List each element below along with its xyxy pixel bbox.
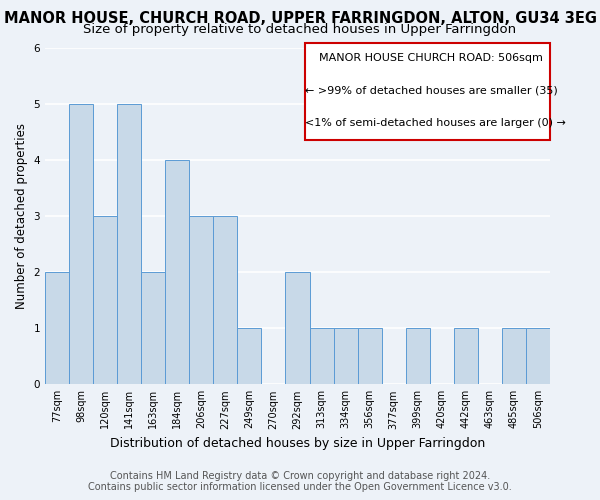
- Text: ← >99% of detached houses are smaller (35): ← >99% of detached houses are smaller (3…: [305, 86, 557, 96]
- Bar: [165, 160, 190, 384]
- Text: MANOR HOUSE, CHURCH ROAD, UPPER FARRINGDON, ALTON, GU34 3EG: MANOR HOUSE, CHURCH ROAD, UPPER FARRINGD…: [4, 11, 596, 26]
- Bar: [141, 272, 165, 384]
- Bar: [526, 328, 550, 384]
- Bar: [305, 43, 550, 140]
- Bar: [238, 328, 262, 384]
- Bar: [214, 216, 238, 384]
- Bar: [334, 328, 358, 384]
- Bar: [93, 216, 117, 384]
- Bar: [406, 328, 430, 384]
- Bar: [286, 272, 310, 384]
- Bar: [454, 328, 478, 384]
- Text: MANOR HOUSE CHURCH ROAD: 506sqm: MANOR HOUSE CHURCH ROAD: 506sqm: [312, 53, 543, 63]
- Bar: [358, 328, 382, 384]
- Bar: [190, 216, 214, 384]
- Bar: [310, 328, 334, 384]
- Y-axis label: Number of detached properties: Number of detached properties: [15, 123, 28, 309]
- Bar: [117, 104, 141, 384]
- Text: <1% of semi-detached houses are larger (0) →: <1% of semi-detached houses are larger (…: [305, 118, 566, 128]
- Text: Size of property relative to detached houses in Upper Farringdon: Size of property relative to detached ho…: [83, 24, 517, 36]
- X-axis label: Distribution of detached houses by size in Upper Farringdon: Distribution of detached houses by size …: [110, 437, 485, 450]
- Bar: [45, 272, 69, 384]
- Bar: [502, 328, 526, 384]
- Bar: [69, 104, 93, 384]
- Text: Contains HM Land Registry data © Crown copyright and database right 2024.
Contai: Contains HM Land Registry data © Crown c…: [88, 471, 512, 492]
